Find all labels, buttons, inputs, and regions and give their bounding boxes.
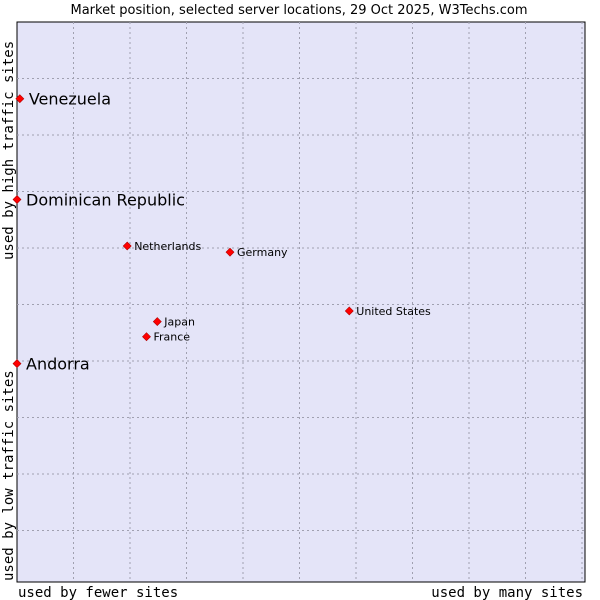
point-label: Venezuela	[29, 90, 111, 109]
point-dominican-republic: Dominican Republic	[12, 191, 185, 210]
point-label: Netherlands	[134, 240, 201, 253]
point-marker	[12, 195, 22, 204]
data-points: Venezuela Dominican Republic Netherlands Ge…	[12, 90, 431, 374]
point-marker	[142, 332, 151, 342]
point-netherlands: Netherlands	[122, 240, 202, 253]
point-label: Dominican Republic	[26, 191, 185, 210]
point-venezuela: Venezuela	[15, 90, 111, 109]
point-marker	[344, 306, 354, 316]
y-axis-top-label: used by high traffic sites	[1, 41, 17, 260]
point-label: Andorra	[26, 355, 90, 374]
point-andorra: Andorra	[12, 355, 90, 374]
point-germany: Germany	[225, 246, 288, 259]
point-marker	[122, 241, 132, 251]
point-marker	[225, 247, 235, 257]
point-label: Germany	[237, 246, 288, 259]
point-label: France	[154, 331, 191, 344]
x-axis-left-label: used by fewer sites	[18, 585, 178, 600]
point-japan: Japan	[152, 316, 195, 329]
point-france: France	[142, 331, 191, 344]
point-united-states: United States	[344, 305, 431, 318]
y-axis-bottom-label: used by low traffic sites	[1, 370, 17, 581]
point-marker	[15, 94, 25, 104]
x-axis-right-label: used by many sites	[431, 585, 583, 600]
point-marker	[12, 359, 22, 369]
point-marker	[152, 317, 162, 327]
grid-lines	[17, 22, 585, 582]
point-label: United States	[356, 305, 431, 318]
point-label: Japan	[163, 316, 195, 329]
plot-area	[16, 21, 586, 583]
chart-title: Market position, selected server locatio…	[70, 3, 527, 18]
